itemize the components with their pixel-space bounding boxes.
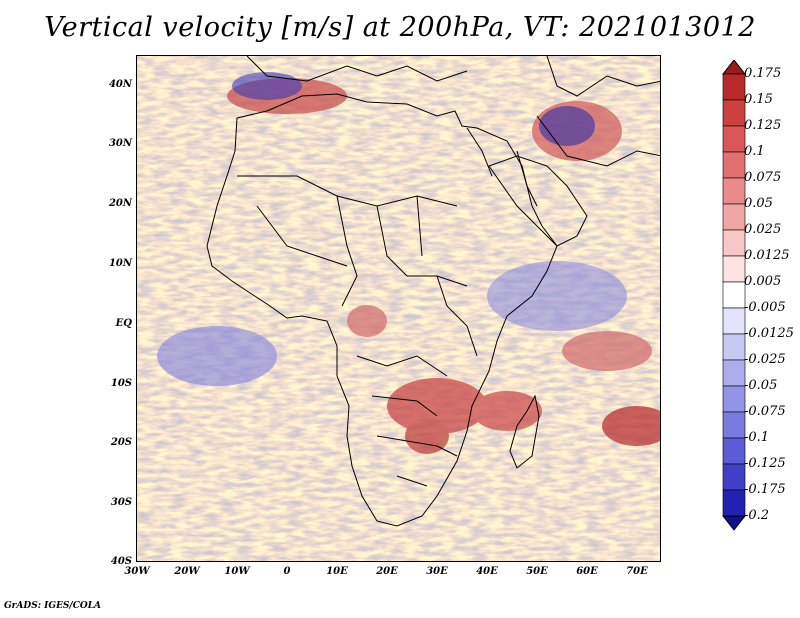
lon-label: 20W: [174, 566, 200, 577]
colorbar-tick-label: 0.05: [744, 196, 773, 211]
lon-label: 40E: [476, 566, 498, 577]
colorbar-tick-label: 0.025: [744, 222, 782, 237]
colorbar-tick-label: 0.0125: [744, 248, 790, 263]
colorbar-tick-label: 0.175: [744, 66, 782, 81]
lon-label: 30E: [426, 566, 448, 577]
colorbar-segment: [722, 73, 746, 101]
strong-ascent-regions: [227, 78, 660, 454]
colorbar-tick-label: -0.125: [744, 456, 786, 471]
lat-label: 40N: [108, 79, 132, 90]
coastlines-and-borders: [206, 56, 660, 527]
colorbar-segment: [722, 177, 746, 205]
lon-label: 10E: [326, 566, 348, 577]
colorbar-segment: [722, 437, 746, 465]
colorbar-segment: [722, 255, 746, 283]
lat-label: 30S: [110, 497, 132, 508]
lat-label: 10S: [110, 378, 132, 389]
map-title: Vertical velocity [m/s] at 200hPa, VT: 2…: [44, 12, 756, 43]
colorbar-tick-label: 0.125: [744, 118, 782, 133]
colorbar-segment: [722, 281, 746, 309]
colorbar-tick-label: -0.1: [744, 430, 770, 445]
colorbar-segment: [722, 229, 746, 257]
lat-label: 10N: [108, 258, 132, 269]
colorbar-tick-label: -0.175: [744, 482, 786, 497]
colorbar-segment: [722, 151, 746, 179]
vertical-velocity-field: [137, 56, 660, 561]
lon-label: 70E: [626, 566, 648, 577]
colorbar-segment: [722, 99, 746, 127]
lat-label: 40S: [110, 556, 132, 567]
colorbar-tick-label: 0.15: [744, 92, 773, 107]
colorbar-segment: [721, 60, 747, 75]
grads-credit: GrADS: IGES/COLA: [4, 601, 102, 611]
colorbar-tick-label: -0.2: [744, 508, 770, 523]
colorbar-tick-label: -0.025: [744, 352, 786, 367]
colorbar-tick-label: -0.075: [744, 404, 786, 419]
colorbar-tick-label: 0.1: [744, 144, 765, 159]
colorbar-tick-label: -0.0125: [744, 326, 794, 341]
colorbar-segment: [722, 411, 746, 439]
lon-label: 50E: [526, 566, 548, 577]
map-plot-area: [136, 55, 661, 562]
colorbar-segment: [722, 359, 746, 387]
lat-label: 20S: [110, 437, 132, 448]
colorbar-segment: [722, 125, 746, 153]
lon-label: 60E: [576, 566, 598, 577]
colorbar-segment: [722, 385, 746, 413]
lat-label: 20N: [108, 198, 132, 209]
lon-label: 30W: [124, 566, 150, 577]
colorbar-segment: [721, 515, 747, 531]
lat-label: 30N: [108, 138, 132, 149]
colorbar-segment: [722, 489, 746, 517]
lat-label: EQ: [115, 318, 132, 329]
lon-label: 10W: [224, 566, 250, 577]
colorbar-tick-label: -0.005: [744, 300, 786, 315]
colorbar-tick-label: 0.075: [744, 170, 782, 185]
colorbar: [721, 60, 747, 531]
colorbar-tick-label: 0.005: [744, 274, 782, 289]
colorbar-tick-label: -0.05: [744, 378, 778, 393]
colorbar-segment: [722, 333, 746, 361]
colorbar-segment: [722, 307, 746, 335]
strong-descent-regions: [157, 72, 627, 386]
colorbar-segment: [722, 463, 746, 491]
lon-label: 0: [283, 566, 291, 577]
colorbar-segment: [722, 203, 746, 231]
lon-label: 20E: [376, 566, 398, 577]
